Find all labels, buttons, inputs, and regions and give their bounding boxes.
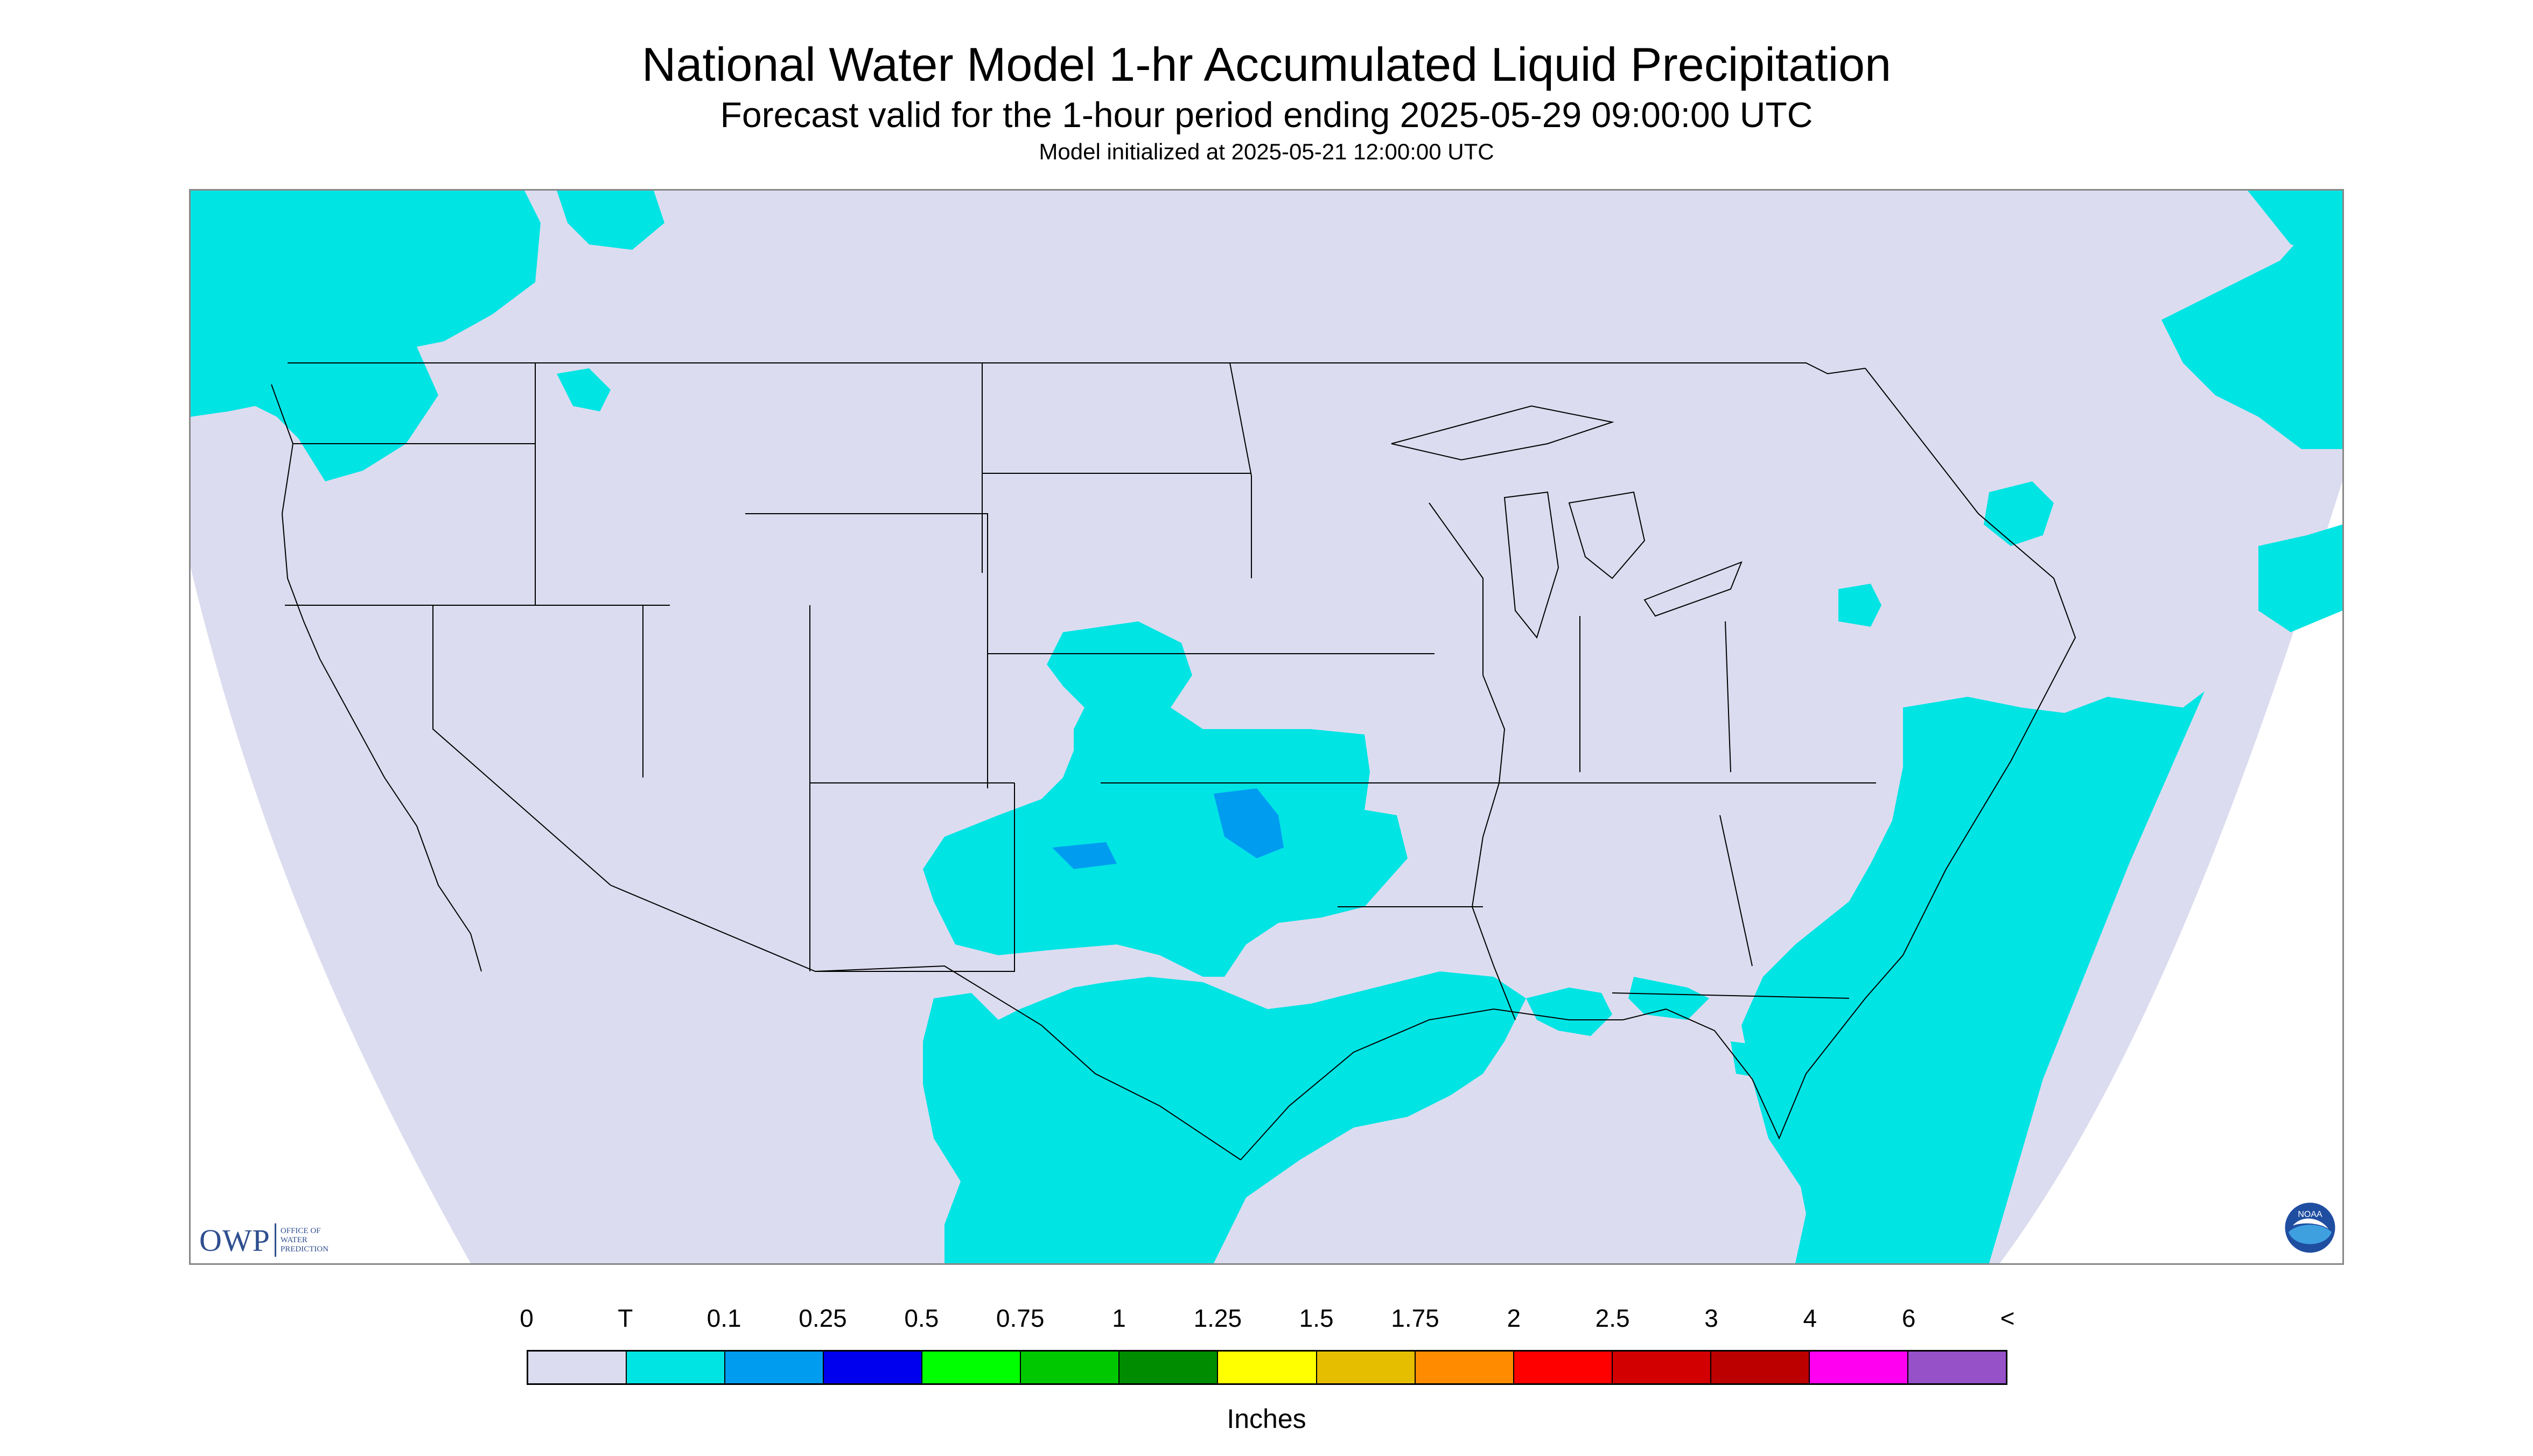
map-canvas [191,191,2342,1263]
precip-area-pennsylvania [1838,584,1881,627]
us-mexico-border [610,885,1241,1160]
legend-label: 1 [1112,1304,1126,1332]
legend-label: 6 [1901,1304,1916,1332]
legend-swatch [824,1352,923,1383]
legend-swatch [1415,1352,1514,1383]
legend-label: 4 [1803,1304,1817,1332]
legend-swatch [528,1352,627,1383]
noaa-logo: NOAA [2283,1201,2337,1255]
border-al-ga [1719,815,1753,967]
legend-swatch [1119,1352,1219,1383]
precip-area-atlantic [1741,691,2205,1263]
model-init-subtitle: Model initialized at 2025-05-21 12:00:00… [1039,139,1494,164]
lake-superior [1391,405,1614,461]
legend-label: 0.1 [706,1304,741,1332]
legend-label: 0 [520,1304,534,1332]
legend-swatch [1317,1352,1416,1383]
legend-swatch [1908,1352,2006,1383]
legend-swatch [627,1352,726,1383]
legend-units-label: Inches [1227,1404,1306,1434]
mississippi-river [1471,675,1516,1020]
legend-swatch [1809,1352,1908,1383]
map-title: National Water Model 1-hr Accumulated Li… [641,38,1892,91]
legend-label: 1.75 [1391,1304,1439,1332]
legend-label: 2 [1507,1304,1521,1332]
precipitation-map [189,189,2344,1265]
border-nd-mn [1229,362,1252,578]
precip-area-quebec [2248,191,2342,255]
gulf-coast-outline [1240,1008,1667,1160]
precip-areas [191,191,2342,1263]
border-ga-fl [1612,992,1850,999]
owp-logo: OWP OFFICE OF WATER PREDICTION [199,1221,328,1259]
legend-swatch [922,1352,1021,1383]
precip-area-northwest [191,191,541,481]
border-tx-nm [815,783,1015,972]
forecast-valid-subtitle: Forecast valid for the 1-hour period end… [720,95,1813,135]
legend-swatch [1021,1352,1120,1383]
border-oh-pa [1725,621,1731,773]
precip-area-mobile [1628,977,1709,1020]
owp-logo-separator [274,1223,276,1257]
precip-area-montana [557,368,611,411]
legend-label: 2.5 [1595,1304,1630,1332]
legend-swatch [1218,1352,1317,1383]
lake-michigan [1503,491,1559,639]
legend-label: 0.75 [996,1304,1045,1332]
legend-labels: 0 T 0.1 0.25 0.5 0.75 1 1.25 1.5 1.75 2 2.5 3 4 6 < [520,1302,2014,1334]
legend-label: 1.5 [1299,1304,1334,1332]
us-canada-border [288,362,1866,375]
legend-label: T [618,1304,633,1332]
legend-label: 1.25 [1193,1304,1242,1332]
precip-cell-oklahoma [1214,788,1284,858]
legend-swatch [1711,1352,1810,1383]
precip-area-plains [923,621,1408,977]
precip-area-maritimes [2161,191,2342,449]
precip-area-texas [923,971,1526,1263]
west-coast-outline [271,384,482,972]
precip-area-newyork [1984,481,2054,546]
precip-area-new-england [2258,524,2342,632]
border-wy-co [745,513,988,788]
precip-area-idaho [557,191,664,250]
legend-label: 0.5 [904,1304,939,1332]
precip-light-blue [1052,788,1284,869]
legend-swatch [1514,1352,1613,1383]
state-boundaries [271,362,2076,1160]
owp-logo-main: OWP [199,1222,270,1258]
legend-swatch [725,1352,824,1383]
legend-label: < [2000,1304,2015,1332]
legend-label: 0.25 [799,1304,847,1332]
precip-cell-texas-panhandle [1052,842,1117,869]
legend-swatch [1612,1352,1711,1383]
border-ca-nv [432,605,611,886]
east-coast-outline [1666,368,2076,1140]
legend-label: 3 [1704,1304,1718,1332]
lake-huron [1568,491,1646,579]
owp-logo-subtext: OFFICE OF WATER PREDICTION [280,1226,329,1254]
legend-color-bar [527,1350,2007,1385]
lake-erie [1643,561,1743,617]
precip-area-gulf-coast [1526,988,1612,1036]
svg-text:NOAA: NOAA [2298,1210,2322,1219]
border-wi-il [1429,502,1484,675]
